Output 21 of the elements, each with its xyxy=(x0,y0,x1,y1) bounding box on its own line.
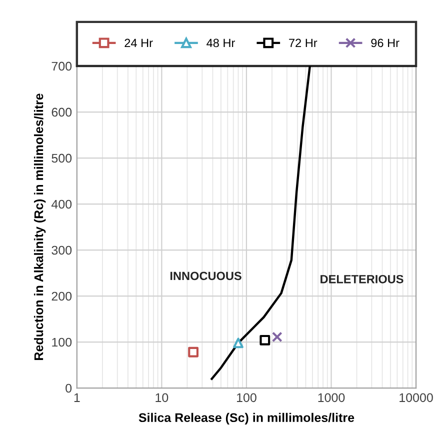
y-tick-label: 300 xyxy=(52,246,72,255)
x-tick-label: 1000 xyxy=(318,393,345,402)
y-axis-title: Reduction in Alkalinity (Rc) in millimoles/litre xyxy=(34,94,46,360)
legend-label: 96 Hr xyxy=(371,38,400,48)
x-tick-label: 10 xyxy=(156,393,168,402)
y-tick-label: 200 xyxy=(52,292,72,301)
annotation: INNOCUOUS xyxy=(170,272,242,280)
legend-label: 48 Hr xyxy=(206,38,235,48)
y-tick-label: 400 xyxy=(51,200,72,209)
y-tick-label: 0 xyxy=(66,384,72,393)
x-tick-label: 1 xyxy=(74,393,80,402)
x-tick-label: 100 xyxy=(236,393,256,402)
y-tick-label: 500 xyxy=(52,154,72,163)
x-axis-title: Silica Release (Sc) in millimoles/litre xyxy=(138,412,354,425)
y-tick-label: 600 xyxy=(52,108,72,117)
y-tick-label: 100 xyxy=(52,338,72,347)
y-tick-label: 700 xyxy=(52,62,72,71)
x-tick-label: 10000 xyxy=(400,393,433,402)
legend-label: 72 Hr xyxy=(289,38,318,48)
annotation: DELETERIOUS xyxy=(320,274,404,284)
legend-label: 24 Hr xyxy=(124,38,153,48)
